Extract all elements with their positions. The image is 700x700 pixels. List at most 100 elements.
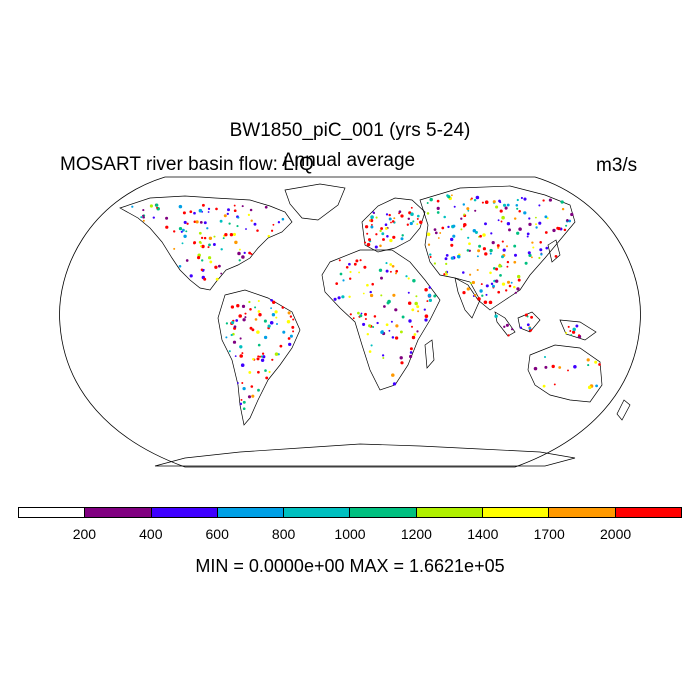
river-flow-dot bbox=[437, 237, 440, 239]
river-flow-dot bbox=[236, 382, 239, 384]
river-flow-dot bbox=[416, 330, 419, 333]
river-flow-dot bbox=[508, 284, 512, 288]
river-flow-dot bbox=[140, 216, 143, 219]
river-flow-dot bbox=[507, 334, 510, 337]
river-flow-dot bbox=[505, 245, 509, 248]
river-flow-dot bbox=[519, 326, 523, 329]
river-flow-dot bbox=[256, 229, 259, 232]
river-flow-dot bbox=[510, 281, 513, 284]
river-flow-dot bbox=[489, 252, 492, 255]
river-flow-dot bbox=[388, 213, 391, 217]
river-flow-dot bbox=[535, 223, 537, 226]
river-flow-dot bbox=[444, 271, 448, 274]
river-flow-dot bbox=[384, 223, 388, 226]
colorbar-tick-label: 1400 bbox=[467, 526, 499, 542]
river-flow-dot bbox=[414, 301, 418, 306]
river-flow-dot bbox=[492, 267, 496, 270]
river-flow-dot bbox=[501, 240, 504, 243]
river-flow-dot bbox=[400, 237, 404, 241]
river-flow-dot bbox=[352, 317, 355, 320]
river-flow-dot bbox=[429, 197, 433, 202]
river-flow-dot bbox=[413, 333, 417, 336]
river-flow-dot bbox=[247, 395, 252, 399]
river-flow-dot bbox=[193, 211, 196, 215]
river-flow-dot bbox=[260, 358, 265, 362]
river-flow-dot bbox=[279, 344, 283, 348]
river-flow-dot bbox=[409, 351, 413, 354]
river-flow-dot bbox=[209, 260, 213, 264]
center-subtitle: Annual average bbox=[282, 150, 416, 171]
river-flow-dot bbox=[513, 253, 518, 257]
river-flow-dot bbox=[235, 319, 239, 322]
river-flow-dot bbox=[538, 256, 541, 260]
river-flow-dot bbox=[501, 215, 505, 220]
river-flow-dot bbox=[381, 330, 384, 333]
river-flow-dot bbox=[523, 211, 527, 215]
river-flow-dot bbox=[429, 255, 432, 259]
river-flow-dot bbox=[359, 259, 362, 262]
river-flow-dot bbox=[407, 217, 411, 221]
river-flow-dot bbox=[400, 214, 404, 218]
river-flow-dot bbox=[411, 335, 416, 340]
river-flow-dot bbox=[401, 234, 404, 237]
river-flow-dot bbox=[410, 206, 413, 209]
river-flow-dot bbox=[282, 330, 286, 334]
river-flow-dot bbox=[445, 254, 449, 257]
river-flow-dot bbox=[500, 255, 505, 259]
river-flow-dot bbox=[203, 236, 207, 240]
river-flow-dot bbox=[241, 352, 244, 355]
river-flow-dot bbox=[248, 370, 252, 374]
river-flow-dot bbox=[257, 299, 260, 303]
river-flow-dot bbox=[243, 251, 246, 255]
river-flow-dot bbox=[203, 277, 207, 281]
river-flow-dot bbox=[394, 272, 398, 275]
river-flow-dot bbox=[490, 232, 493, 235]
river-flow-dot bbox=[239, 337, 242, 340]
river-flow-dot bbox=[567, 369, 569, 372]
river-flow-dot bbox=[380, 294, 383, 297]
river-flow-dot bbox=[238, 248, 241, 251]
river-flow-dot bbox=[370, 223, 373, 226]
river-flow-dot bbox=[497, 219, 500, 222]
river-flow-dot bbox=[189, 274, 193, 278]
river-flow-dot bbox=[142, 209, 145, 212]
river-flow-dot bbox=[462, 203, 466, 206]
river-flow-dot bbox=[237, 216, 240, 219]
river-flow-dot bbox=[570, 334, 573, 336]
river-flow-dot bbox=[226, 212, 229, 216]
river-flow-dot bbox=[219, 219, 223, 223]
river-flow-dot bbox=[517, 278, 521, 282]
river-flow-dot bbox=[428, 286, 432, 289]
river-flow-dot bbox=[535, 226, 538, 229]
river-flow-dot bbox=[256, 330, 260, 334]
colorbar bbox=[18, 507, 682, 518]
river-flow-dot bbox=[333, 297, 337, 301]
river-flow-dot bbox=[416, 305, 420, 309]
river-flow-dot bbox=[433, 262, 437, 265]
river-flow-dot bbox=[570, 212, 574, 217]
river-flow-dot bbox=[244, 316, 247, 319]
river-flow-dot bbox=[441, 226, 445, 230]
units-label: m3/s bbox=[596, 155, 638, 176]
coast-africa bbox=[321, 249, 441, 391]
river-flow-dot bbox=[542, 384, 546, 388]
coast-antarctica bbox=[154, 443, 576, 467]
river-flow-dot bbox=[407, 301, 412, 305]
river-flow-dot bbox=[200, 268, 204, 272]
river-flow-dot bbox=[551, 364, 555, 369]
river-flow-dot bbox=[469, 282, 472, 285]
river-flow-dot bbox=[498, 199, 501, 203]
river-flow-dot bbox=[439, 232, 442, 234]
river-flow-dot bbox=[183, 220, 187, 224]
river-flow-dot bbox=[376, 321, 379, 325]
river-flow-dot bbox=[349, 270, 352, 274]
river-flow-dot bbox=[566, 219, 569, 222]
river-flow-dot bbox=[516, 287, 520, 291]
coast-new-guinea bbox=[559, 319, 597, 341]
river-flow-dot bbox=[436, 206, 440, 210]
river-flow-dot bbox=[569, 330, 572, 332]
river-flow-dot bbox=[390, 320, 393, 323]
river-flow-dot bbox=[223, 214, 227, 218]
river-flow-dot bbox=[495, 267, 499, 271]
